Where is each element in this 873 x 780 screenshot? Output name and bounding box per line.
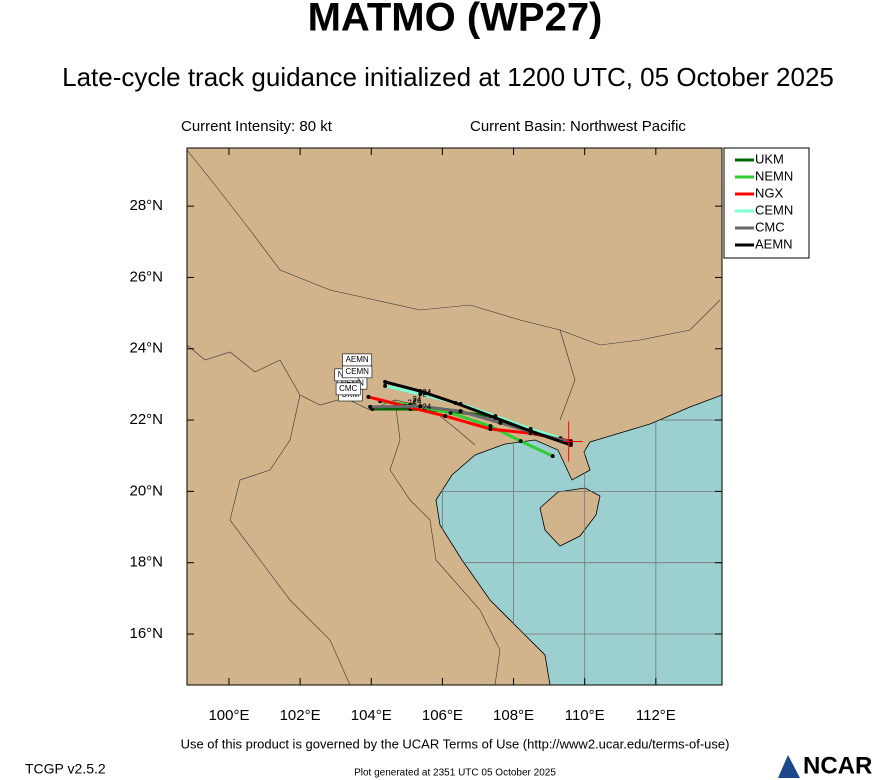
track-point (550, 454, 555, 459)
track-point (488, 424, 493, 429)
track-point (383, 383, 388, 388)
basin: Current Basin: Northwest Pacific (470, 118, 686, 135)
y-tick-label: 20°N (129, 482, 163, 499)
legend-label: CMC (755, 219, 785, 234)
generated: Plot generated at 2351 UTC 05 October 20… (354, 768, 556, 779)
x-tick-label: 106°E (422, 707, 463, 724)
map-frame (186, 147, 723, 686)
tau-label: 24 (422, 389, 431, 398)
tau-label: 24 (407, 398, 416, 407)
track-point (448, 410, 453, 415)
y-tick-label: 22°N (129, 411, 163, 428)
track-point (498, 420, 503, 425)
y-tick-label: 28°N (129, 197, 163, 214)
legend-label: CEMN (755, 202, 793, 217)
y-tick-label: 16°N (129, 625, 163, 642)
y-tick-label: 24°N (129, 340, 163, 357)
track-point (488, 426, 493, 431)
legend-label: UKM (755, 151, 784, 166)
track-point (568, 443, 573, 448)
track-label: CEMN (342, 365, 373, 379)
x-tick-label: 108°E (493, 707, 534, 724)
track-label-text: CMC (339, 384, 357, 393)
tau-label: 24 (422, 402, 431, 411)
track-point (458, 409, 463, 414)
border (559, 329, 576, 421)
logo: NCAR (803, 752, 872, 779)
track-point (383, 379, 388, 384)
border (229, 394, 351, 685)
title: MATMO (WP27) (308, 0, 603, 40)
border (187, 149, 721, 346)
track-label-text: CEMN (345, 367, 369, 376)
track-point (493, 415, 498, 420)
borders (187, 149, 721, 685)
terms: Use of this product is governed by the U… (181, 736, 730, 751)
track-point (368, 404, 373, 409)
legend-label: NGX (755, 185, 784, 200)
track-point (528, 429, 533, 434)
track-label: AEMN (342, 353, 372, 367)
x-tick-label: 112°E (636, 707, 676, 724)
track-label: CMC (335, 382, 361, 396)
y-tick-label: 26°N (129, 268, 163, 285)
track-label-box (342, 353, 372, 367)
track-point (518, 439, 523, 444)
version: TCGP v2.5.2 (25, 761, 106, 777)
tau-label: 24 (412, 395, 421, 404)
track-point (443, 414, 448, 419)
track-point (453, 400, 458, 405)
track-label-box (335, 382, 361, 396)
track-point (418, 404, 423, 409)
legend-label: NEMN (755, 168, 793, 183)
map-area: 24UKM24NEMN24NGX24CEMN24CMC24AEMN (187, 148, 722, 685)
track-point (418, 389, 423, 394)
legend-box (723, 147, 810, 259)
track-point (366, 394, 371, 399)
x-tick-label: 104°E (351, 707, 392, 724)
x-tick-label: 100°E (208, 707, 249, 724)
legend-label: AEMN (755, 236, 793, 251)
y-tick-label: 18°N (129, 554, 163, 571)
x-tick-label: 102°E (280, 707, 321, 724)
border (389, 399, 501, 685)
sea (435, 394, 722, 685)
track-label-text: AEMN (346, 355, 369, 364)
track-line (384, 380, 572, 447)
subtitle: Late-cycle track guidance initialized at… (62, 62, 834, 92)
intensity: Current Intensity: 80 kt (181, 118, 333, 135)
x-tick-label: 110°E (565, 707, 605, 724)
logo-mark (778, 755, 800, 778)
tau-label: 24 (412, 397, 421, 406)
